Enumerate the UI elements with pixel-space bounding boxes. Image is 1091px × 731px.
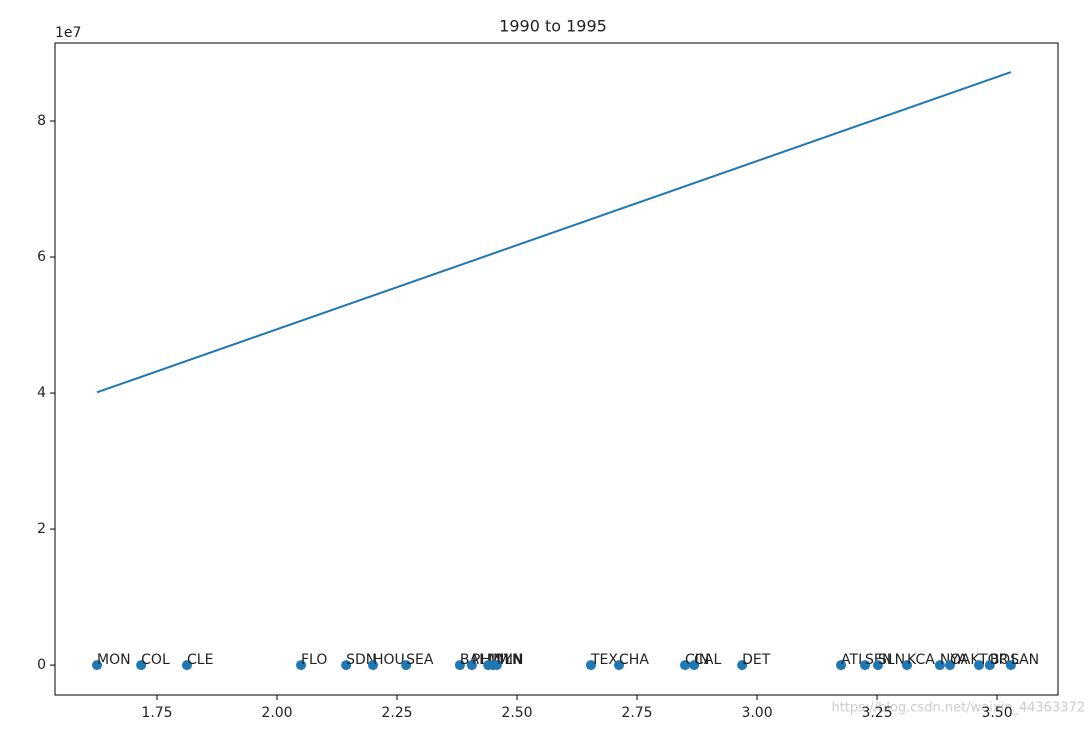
point <box>341 660 352 671</box>
point <box>934 660 945 671</box>
x-tick-label: 1.75 <box>141 705 172 721</box>
chart-title: 1990 to 1995 <box>499 17 607 36</box>
point-label: LAN <box>1011 652 1039 668</box>
regression-line <box>96 71 1012 394</box>
point <box>368 660 379 671</box>
x-tick-label: 2.50 <box>501 705 532 721</box>
point-label: FLO <box>301 652 327 668</box>
point <box>737 660 748 671</box>
y-tick-label: 4 <box>37 385 46 401</box>
point <box>872 660 883 671</box>
point-label: MON <box>97 652 131 668</box>
point <box>92 660 103 671</box>
point-label: CHA <box>619 652 649 668</box>
watermark: https://blog.csdn.net/weixin_44363372 <box>831 701 1085 716</box>
point <box>491 660 502 671</box>
point <box>401 660 412 671</box>
point-label: CLE <box>187 652 213 668</box>
point-label: BAL <box>460 652 487 668</box>
x-tick-label: 3.50 <box>981 705 1012 721</box>
point <box>585 660 596 671</box>
x-tick-label: 2.75 <box>621 705 652 721</box>
point-label: COL <box>141 652 170 668</box>
point <box>860 660 871 671</box>
point-label: SLN <box>878 652 905 668</box>
point-label: DET <box>742 652 771 668</box>
point <box>984 660 995 671</box>
point-label: SFN <box>865 652 892 668</box>
y-tick-label: 2 <box>37 521 46 537</box>
point-label: HOU <box>373 652 405 668</box>
point <box>974 660 985 671</box>
point <box>454 660 465 671</box>
y-tick-label: 8 <box>37 113 46 129</box>
x-tick-label: 3.25 <box>861 705 892 721</box>
point-label: KCA <box>907 652 935 668</box>
point <box>296 660 307 671</box>
y-tick-label: 0 <box>37 657 46 673</box>
point-label: CAL <box>694 652 721 668</box>
axes-frame <box>54 42 1059 696</box>
point <box>836 660 847 671</box>
x-tick-label: 2.25 <box>381 705 412 721</box>
point-label: TEX <box>590 652 618 668</box>
point <box>680 660 691 671</box>
point <box>1005 660 1016 671</box>
point <box>466 660 477 671</box>
point-label: ATL <box>841 652 866 668</box>
point <box>944 660 955 671</box>
point <box>614 660 625 671</box>
x-tick-label: 3.00 <box>741 705 772 721</box>
point <box>689 660 700 671</box>
y-tick-label: 6 <box>37 249 46 265</box>
point-label: SEA <box>406 652 434 668</box>
point <box>136 660 147 671</box>
point-label: MIN <box>497 652 524 668</box>
x-tick-label: 2.00 <box>261 705 292 721</box>
point <box>182 660 193 671</box>
point-label: OAK <box>950 652 980 668</box>
point <box>902 660 913 671</box>
y-offset-label: 1e7 <box>55 25 81 41</box>
